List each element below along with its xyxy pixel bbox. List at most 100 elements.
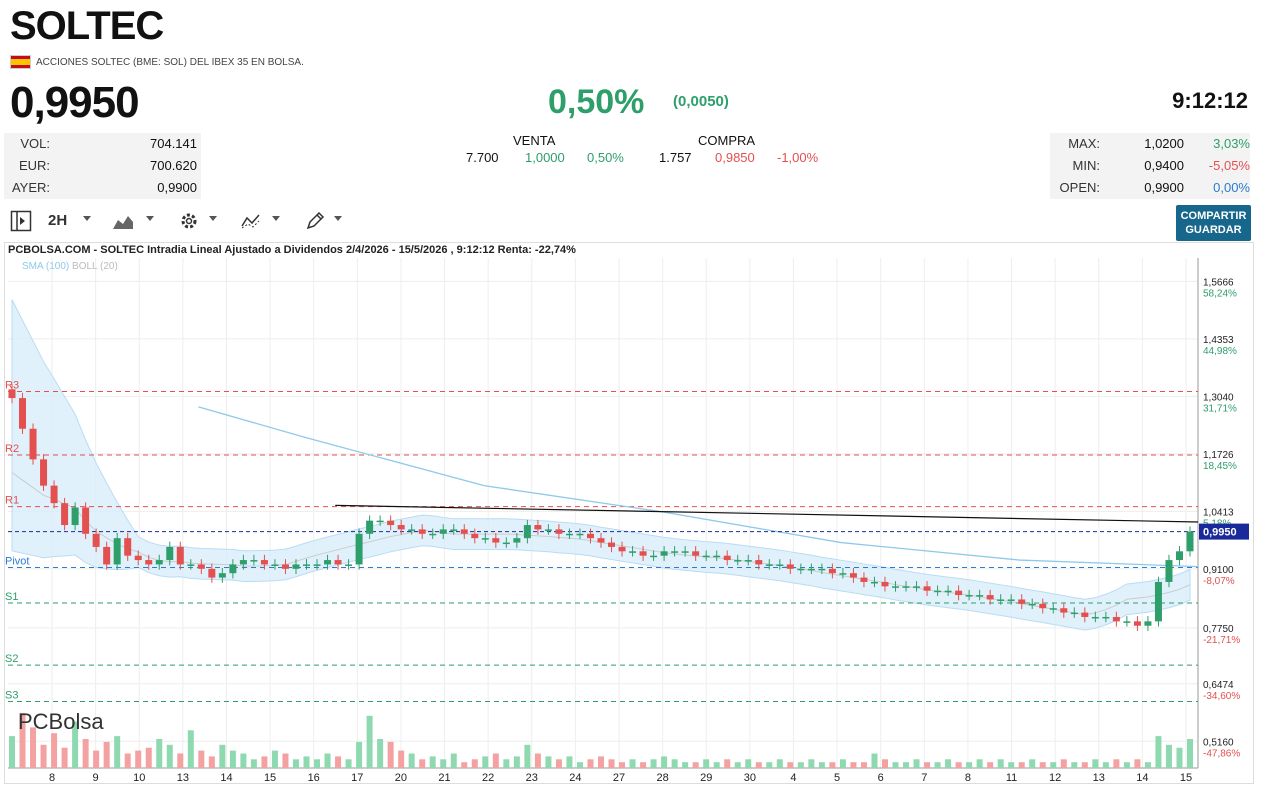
x-tick-label: 23 (526, 772, 538, 784)
candle-body (92, 533, 100, 547)
volume-bar (766, 762, 773, 768)
candle-body (492, 538, 500, 543)
volume-bar (787, 762, 794, 768)
candle-body (1102, 616, 1110, 619)
candle-body (502, 542, 510, 545)
volume-bar (261, 756, 268, 768)
sidebar-toggle-icon[interactable] (10, 210, 32, 232)
x-tick-label: 17 (351, 772, 363, 784)
stat-value: 700.620 (150, 158, 197, 173)
volume-bar (945, 759, 952, 768)
volume-bar (734, 762, 741, 768)
candle-body (82, 507, 90, 534)
volume-bar (671, 759, 678, 768)
gear-icon[interactable] (178, 210, 200, 232)
y-tick-label: 1,3040 (1203, 392, 1234, 403)
candle-body (1144, 621, 1152, 626)
quote-time: 9:12:12 (1172, 88, 1248, 113)
candle-body (239, 560, 247, 565)
candle-body (860, 577, 868, 582)
chevron-down-icon[interactable] (334, 216, 342, 221)
indicators-icon[interactable] (240, 210, 262, 232)
candle-body (934, 590, 942, 593)
volume-bar (598, 756, 604, 768)
x-tick-label: 15 (1180, 772, 1192, 784)
y-tick-percent: -34,60% (1203, 691, 1240, 702)
candle-body (134, 555, 142, 561)
candle-body (418, 529, 426, 534)
volume-bar (1187, 739, 1193, 768)
volume-bar (250, 759, 257, 768)
stat-value: 1,0200 (1144, 136, 1184, 151)
volume-bar (61, 747, 68, 768)
candle-body (397, 525, 405, 530)
candle-body (303, 564, 310, 566)
chart-type-icon[interactable] (112, 210, 134, 232)
candle-body (828, 568, 836, 574)
draw-pencil-icon[interactable] (304, 210, 326, 232)
candle-body (786, 564, 794, 569)
volume-bar (461, 762, 468, 768)
page-subtitle: ACCIONES SOLTEC (BME: SOL) DEL IBEX 35 E… (36, 57, 304, 68)
candle-body (1165, 560, 1173, 582)
candle-body (523, 525, 531, 539)
candle-body (650, 555, 658, 558)
venta-pct: 0,50% (587, 150, 624, 165)
volume-bar (640, 762, 647, 768)
volume-bar (850, 762, 857, 768)
candle-body (61, 503, 69, 526)
venta-label: VENTA (513, 133, 556, 148)
candle-body (218, 573, 226, 578)
x-tick-label: 10 (133, 772, 145, 784)
volume-bar (1144, 762, 1151, 768)
x-tick-label: 14 (1136, 772, 1148, 784)
last-price: 0,9950 (10, 78, 140, 127)
stat-pct: -5,05% (1208, 158, 1250, 173)
volume-bar (187, 730, 194, 768)
volume-bar (745, 759, 752, 768)
interval-selector[interactable]: 2H (48, 212, 68, 229)
volume-bar (587, 759, 594, 768)
x-tick-label: 20 (395, 772, 407, 784)
chevron-down-icon[interactable] (83, 216, 91, 221)
volume-bar (903, 762, 910, 768)
candle-body (913, 586, 921, 588)
stat-pct: 3,03% (1213, 136, 1250, 151)
page-title: SOLTEC (10, 4, 164, 48)
chevron-down-icon[interactable] (146, 216, 154, 221)
volume-bar (114, 736, 121, 768)
level-label-pivot: Pivot (5, 556, 29, 568)
volume-bar (345, 759, 352, 768)
candle-body (471, 533, 479, 539)
volume-bar (892, 762, 899, 768)
candle-body (50, 485, 58, 504)
volume-bar (177, 753, 184, 768)
candle-body (734, 560, 742, 562)
x-tick-label: 6 (878, 772, 884, 784)
volume-bar (555, 759, 562, 768)
volume-bar (271, 750, 278, 768)
candle-body (450, 529, 458, 531)
chevron-down-icon[interactable] (272, 216, 280, 221)
stat-label: EUR: (18, 158, 50, 173)
candle-body (271, 564, 279, 566)
share-save-button[interactable]: COMPARTIR GUARDAR (1176, 205, 1251, 241)
volume-bar (818, 762, 825, 768)
volume-bar (51, 733, 58, 768)
legend-sma: SMA (100) (22, 261, 70, 272)
x-tick-label: 29 (700, 772, 712, 784)
volume-bar (408, 753, 415, 768)
candle-body (870, 581, 878, 584)
candle-body (1018, 599, 1026, 604)
volume-bar (324, 753, 331, 768)
stat-label: AYER: (11, 180, 50, 195)
candle-body (8, 389, 16, 399)
candle-body (1039, 603, 1047, 609)
candle-body (366, 520, 374, 534)
volume-bar (492, 753, 499, 768)
chevron-down-icon[interactable] (209, 216, 217, 221)
y-tick-percent: -21,71% (1203, 635, 1240, 646)
candle-body (313, 564, 321, 566)
x-tick-label: 14 (220, 772, 232, 784)
